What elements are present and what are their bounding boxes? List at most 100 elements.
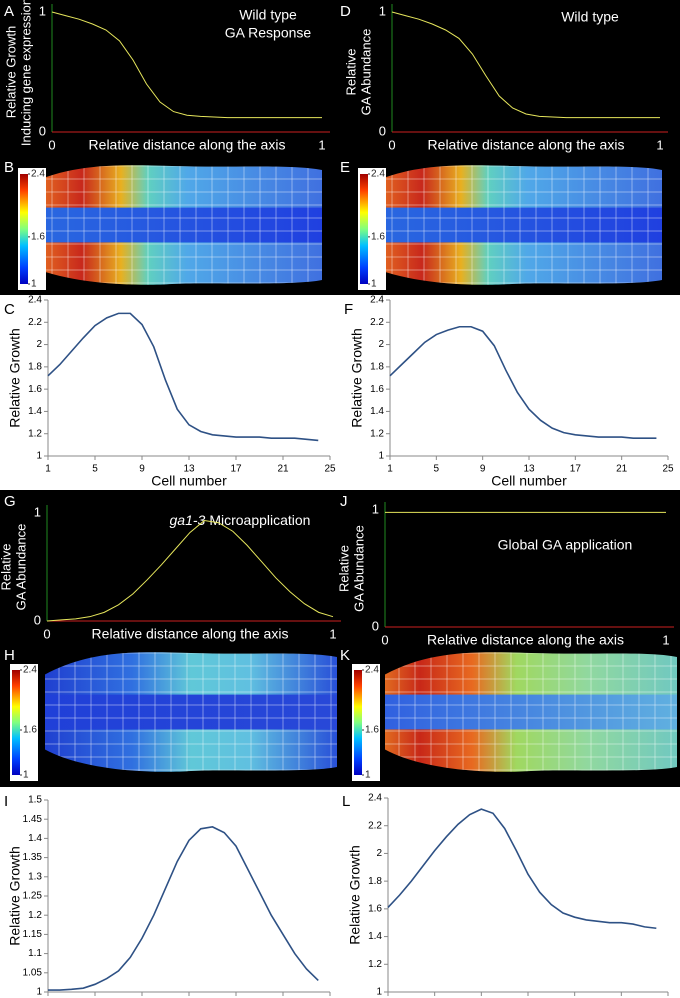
- colorbar-label: 1: [365, 770, 371, 781]
- annotation-italic: ga1-3: [170, 512, 206, 528]
- y-tick-label: 2.4: [370, 295, 384, 306]
- y-tick-label: 1.45: [23, 814, 43, 825]
- colorbar: [354, 670, 362, 775]
- panel-letter: G: [4, 493, 16, 510]
- colorbar: [20, 174, 28, 284]
- x-tick-label: 1: [318, 137, 325, 152]
- colorbar-label: 1: [23, 770, 29, 781]
- colorbar-label: 1.6: [365, 725, 379, 736]
- y-tick-label: 1.4: [370, 406, 384, 417]
- panel-letter: F: [344, 301, 353, 318]
- y-tick-label: 1: [379, 3, 386, 18]
- x-tick-label: 0: [43, 626, 50, 641]
- tissue-core: [385, 694, 677, 730]
- colorbar: [12, 670, 20, 775]
- y-tick-label: 2: [376, 848, 382, 859]
- tissue-cells: [362, 165, 662, 285]
- y-tick-label: 1.1: [28, 948, 42, 959]
- x-tick-label: 0: [48, 137, 55, 152]
- x-tick-label: 25: [662, 464, 674, 475]
- y-tick-label: 1.2: [28, 428, 42, 439]
- x-tick-label: 17: [570, 464, 582, 475]
- colorbar-label: 2.4: [365, 665, 379, 676]
- tissue-core: [22, 207, 322, 243]
- x-tick-label: 17: [230, 464, 242, 475]
- y-tick-label: 2.2: [370, 317, 384, 328]
- y-tick-label: 2.2: [28, 317, 42, 328]
- colorbar-label: 1.6: [31, 231, 45, 242]
- panel-letter: E: [340, 159, 350, 176]
- y-tick-label: 1.25: [23, 891, 43, 902]
- y-tick-label: 1: [34, 504, 41, 519]
- data-line: [46, 520, 334, 622]
- colorbar-label: 2.4: [31, 169, 45, 180]
- y-tick-label: 1.4: [28, 406, 42, 417]
- y-axis-label: GA Abundance: [351, 525, 366, 612]
- y-tick-label: 1.5: [28, 795, 42, 806]
- y-axis-label: Relative Growth: [7, 846, 23, 946]
- x-tick-label: 0: [388, 137, 395, 152]
- y-axis-label: Relative Growth: [349, 328, 365, 428]
- y-axis-label: Relative Growth: [3, 26, 18, 118]
- y-tick-label: 1.6: [28, 384, 42, 395]
- colorbar-label: 1: [371, 279, 377, 290]
- x-axis-label: Relative distance along the axis: [428, 137, 625, 153]
- y-tick-label: 2.4: [368, 793, 382, 804]
- x-tick-label: 1: [45, 464, 51, 475]
- tissue-core: [362, 207, 662, 243]
- panel-letter: K: [340, 647, 350, 664]
- annotation: Wild type: [561, 9, 619, 25]
- y-tick-label: 0: [372, 618, 379, 633]
- x-tick-label: 25: [324, 464, 336, 475]
- colorbar: [360, 174, 368, 284]
- y-tick-label: 1.2: [368, 959, 382, 970]
- y-tick-label: 1: [39, 3, 46, 18]
- x-tick-label: 21: [277, 464, 289, 475]
- y-tick-label: 0: [34, 612, 41, 627]
- x-tick-label: 1: [387, 464, 393, 475]
- annotation: Wild type: [239, 7, 297, 23]
- data-line: [48, 826, 319, 991]
- x-axis-label: Relative distance along the axis: [427, 632, 624, 648]
- y-tick-label: 1.6: [368, 903, 382, 914]
- y-tick-label: 2.4: [28, 295, 42, 306]
- y-tick-label: 0: [379, 123, 386, 138]
- y-tick-label: 2: [36, 339, 42, 350]
- y-tick-label: 1.4: [368, 931, 382, 942]
- colorbar-label: 1.6: [23, 725, 37, 736]
- annotation-text: Microapplication: [209, 512, 310, 528]
- tissue-core: [45, 694, 337, 730]
- y-tick-label: 1: [378, 451, 384, 462]
- y-tick-label: 1.4: [28, 833, 42, 844]
- colorbar-label: 2.4: [23, 665, 37, 676]
- y-axis-label: Relative: [336, 545, 351, 592]
- y-tick-label: 1: [372, 501, 379, 516]
- panel-letter: L: [342, 793, 350, 810]
- y-tick-label: 1.2: [28, 910, 42, 921]
- annotation: ga1-3 Microapplication: [170, 512, 311, 528]
- y-tick-label: 0: [39, 123, 46, 138]
- panel-letter: H: [4, 647, 15, 664]
- x-tick-label: 1: [656, 137, 663, 152]
- y-axis-label: Relative: [0, 544, 13, 591]
- data-line: [47, 312, 319, 442]
- tissue-cells: [45, 652, 337, 772]
- y-tick-label: 1.8: [28, 361, 42, 372]
- y-tick-label: 2: [378, 339, 384, 350]
- y-tick-label: 1.3: [28, 871, 42, 882]
- y-tick-label: 1.15: [23, 929, 43, 940]
- colorbar-label: 2.4: [371, 169, 385, 180]
- x-tick-label: 9: [480, 464, 486, 475]
- x-tick-label: 5: [434, 464, 440, 475]
- tissue-cells: [385, 652, 677, 772]
- x-tick-label: 0: [381, 632, 388, 647]
- x-axis-label: Relative distance along the axis: [89, 137, 286, 153]
- panel-letter: D: [340, 3, 351, 20]
- tissue-cells: [22, 165, 322, 285]
- y-tick-label: 1.05: [23, 967, 43, 978]
- y-tick-label: 1.2: [370, 428, 384, 439]
- y-axis-label: Relative Growth: [347, 845, 363, 945]
- x-tick-label: 21: [616, 464, 628, 475]
- y-axis-label: GA Abundance: [13, 524, 28, 611]
